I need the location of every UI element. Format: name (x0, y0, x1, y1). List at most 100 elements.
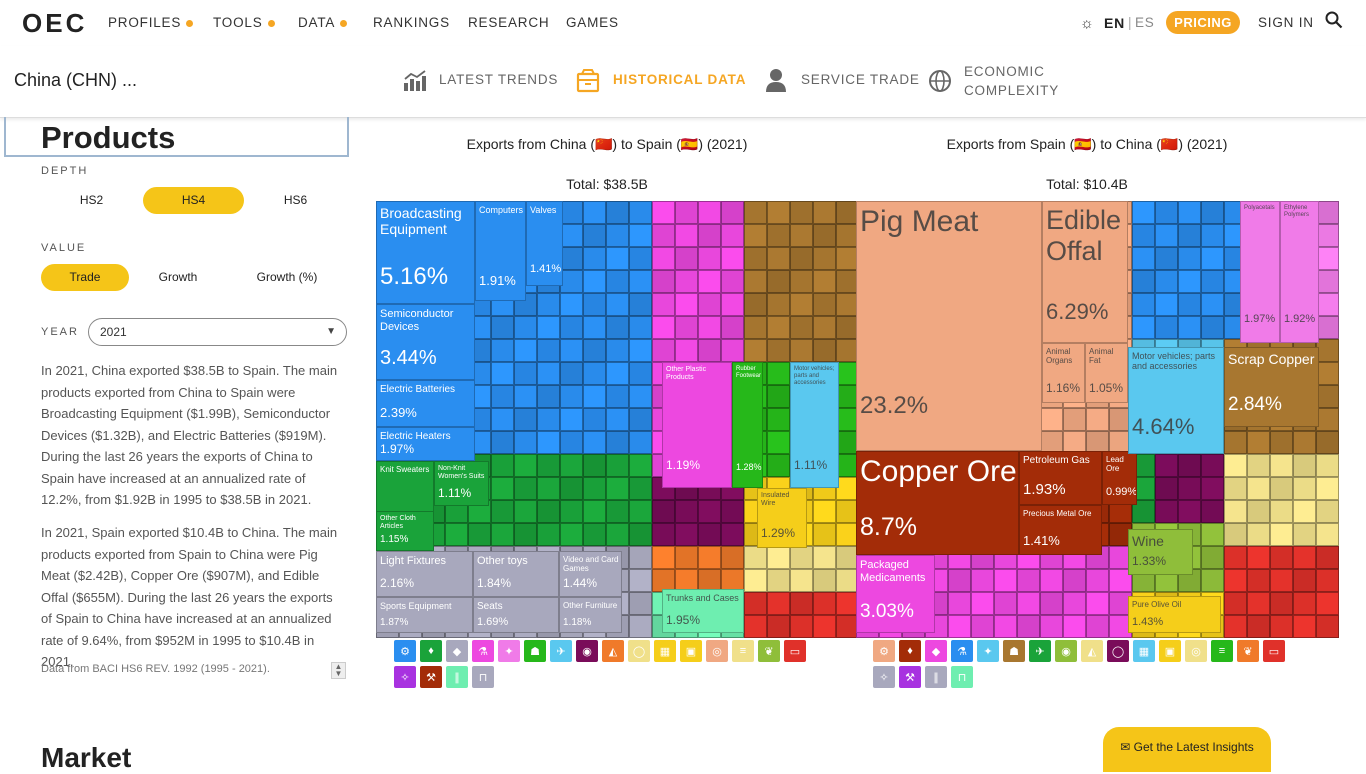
category-filter-icon[interactable]: ✦ (977, 640, 999, 662)
treemap-minor-cell[interactable] (767, 408, 790, 431)
treemap-minor-cell[interactable] (1063, 408, 1086, 431)
treemap-minor-cell[interactable] (1270, 546, 1293, 569)
treemap-minor-cell[interactable] (675, 201, 698, 224)
treemap-minor-cell[interactable] (629, 293, 652, 316)
treemap-minor-cell[interactable] (1201, 454, 1224, 477)
treemap-minor-cell[interactable] (994, 592, 1017, 615)
treemap-minor-cell[interactable] (1293, 500, 1316, 523)
treemap-minor-cell[interactable] (721, 316, 744, 339)
treemap-minor-cell[interactable] (813, 546, 836, 569)
treemap-minor-cell[interactable] (1270, 592, 1293, 615)
treemap-minor-cell[interactable] (652, 523, 675, 546)
treemap-minor-cell[interactable] (629, 546, 652, 569)
treemap-cell[interactable]: Scrap Copper 2.84% (1224, 347, 1319, 427)
treemap-minor-cell[interactable] (698, 224, 721, 247)
treemap-minor-cell[interactable] (813, 201, 836, 224)
treemap-minor-cell[interactable] (994, 615, 1017, 638)
treemap-cell[interactable]: Edible Offal 6.29% (1042, 201, 1128, 343)
treemap-minor-cell[interactable] (1178, 247, 1201, 270)
treemap-minor-cell[interactable] (948, 569, 971, 592)
treemap-minor-cell[interactable] (767, 385, 790, 408)
treemap-minor-cell[interactable] (698, 339, 721, 362)
category-filter-icon[interactable]: ◉ (576, 640, 598, 662)
treemap-minor-cell[interactable] (1247, 523, 1270, 546)
treemap-minor-cell[interactable] (629, 339, 652, 362)
category-filter-icon[interactable]: ⚗ (472, 640, 494, 662)
treemap-minor-cell[interactable] (971, 569, 994, 592)
treemap-cell[interactable]: Motor vehicles; parts and accessories 4.6… (1128, 347, 1224, 454)
treemap-minor-cell[interactable] (491, 385, 514, 408)
treemap-minor-cell[interactable] (1293, 615, 1316, 638)
treemap-minor-cell[interactable] (767, 362, 790, 385)
treemap-minor-cell[interactable] (629, 431, 652, 454)
category-filter-icon[interactable]: ⊓ (472, 666, 494, 688)
treemap-minor-cell[interactable] (744, 224, 767, 247)
treemap-minor-cell[interactable] (560, 454, 583, 477)
treemap-cell[interactable]: Polyacetals 1.97% (1240, 201, 1280, 343)
category-filter-icon[interactable]: ✈ (1029, 640, 1051, 662)
treemap-minor-cell[interactable] (560, 224, 583, 247)
treemap-minor-cell[interactable] (790, 592, 813, 615)
treemap-minor-cell[interactable] (767, 201, 790, 224)
treemap-minor-cell[interactable] (675, 500, 698, 523)
treemap-minor-cell[interactable] (1316, 316, 1339, 339)
nav-research[interactable]: RESEARCH (468, 15, 550, 30)
depth-hs6[interactable]: HS6 (283, 193, 308, 207)
treemap-minor-cell[interactable] (1040, 592, 1063, 615)
category-filter-icon[interactable]: ❦ (1237, 640, 1259, 662)
treemap-minor-cell[interactable] (1132, 270, 1155, 293)
category-filter-icon[interactable]: ▭ (1263, 640, 1285, 662)
treemap-minor-cell[interactable] (1155, 247, 1178, 270)
treemap-minor-cell[interactable] (1201, 477, 1224, 500)
treemap-minor-cell[interactable] (560, 247, 583, 270)
treemap-minor-cell[interactable] (1247, 431, 1270, 454)
category-filter-icon[interactable]: ⚙ (394, 640, 416, 662)
treemap-minor-cell[interactable] (1178, 454, 1201, 477)
treemap-minor-cell[interactable] (1040, 408, 1063, 431)
treemap-minor-cell[interactable] (790, 569, 813, 592)
treemap-minor-cell[interactable] (514, 500, 537, 523)
treemap-cell[interactable]: Wine 1.33% (1128, 529, 1193, 575)
treemap-minor-cell[interactable] (790, 270, 813, 293)
treemap-minor-cell[interactable] (560, 293, 583, 316)
source-scroll-control[interactable]: ▲ ▼ (331, 662, 346, 679)
oec-logo[interactable]: OEC (22, 8, 88, 38)
treemap-minor-cell[interactable] (1063, 592, 1086, 615)
treemap-minor-cell[interactable] (813, 500, 836, 523)
treemap-minor-cell[interactable] (652, 270, 675, 293)
treemap-cell[interactable]: Animal Fat 1.05% (1085, 343, 1128, 403)
treemap-cell[interactable]: Broadcasting Equipment 5.16% (376, 201, 475, 304)
treemap-minor-cell[interactable] (675, 247, 698, 270)
treemap-minor-cell[interactable] (1201, 546, 1224, 569)
treemap-minor-cell[interactable] (560, 500, 583, 523)
category-filter-icon[interactable]: ◯ (628, 640, 650, 662)
treemap-minor-cell[interactable] (1155, 316, 1178, 339)
category-filter-icon[interactable]: ☗ (524, 640, 546, 662)
category-filter-icon[interactable]: ⚒ (899, 666, 921, 688)
treemap-minor-cell[interactable] (675, 224, 698, 247)
treemap-minor-cell[interactable] (744, 247, 767, 270)
depth-hs2[interactable]: HS2 (79, 193, 104, 207)
tab-historical-data[interactable]: HISTORICAL DATA (613, 72, 747, 87)
treemap-minor-cell[interactable] (652, 339, 675, 362)
treemap-minor-cell[interactable] (1247, 592, 1270, 615)
treemap-minor-cell[interactable] (537, 385, 560, 408)
treemap-minor-cell[interactable] (1316, 339, 1339, 362)
treemap-minor-cell[interactable] (1316, 293, 1339, 316)
treemap-minor-cell[interactable] (537, 316, 560, 339)
treemap-minor-cell[interactable] (514, 385, 537, 408)
treemap-minor-cell[interactable] (675, 270, 698, 293)
treemap-minor-cell[interactable] (606, 431, 629, 454)
treemap-minor-cell[interactable] (1201, 201, 1224, 224)
treemap-minor-cell[interactable] (767, 592, 790, 615)
tab-service-trade[interactable]: SERVICE TRADE (801, 72, 920, 87)
treemap-minor-cell[interactable] (491, 431, 514, 454)
treemap-minor-cell[interactable] (721, 247, 744, 270)
treemap-cell[interactable]: Precious Metal Ore 1.41% (1019, 505, 1102, 555)
treemap-minor-cell[interactable] (560, 477, 583, 500)
treemap-minor-cell[interactable] (1316, 500, 1339, 523)
treemap-minor-cell[interactable] (1178, 270, 1201, 293)
treemap-minor-cell[interactable] (721, 270, 744, 293)
right-treemap[interactable]: Pig Meat 23.2% Edible Offal 6.29% Copper Ore… (856, 201, 1339, 638)
treemap-minor-cell[interactable] (1201, 523, 1224, 546)
